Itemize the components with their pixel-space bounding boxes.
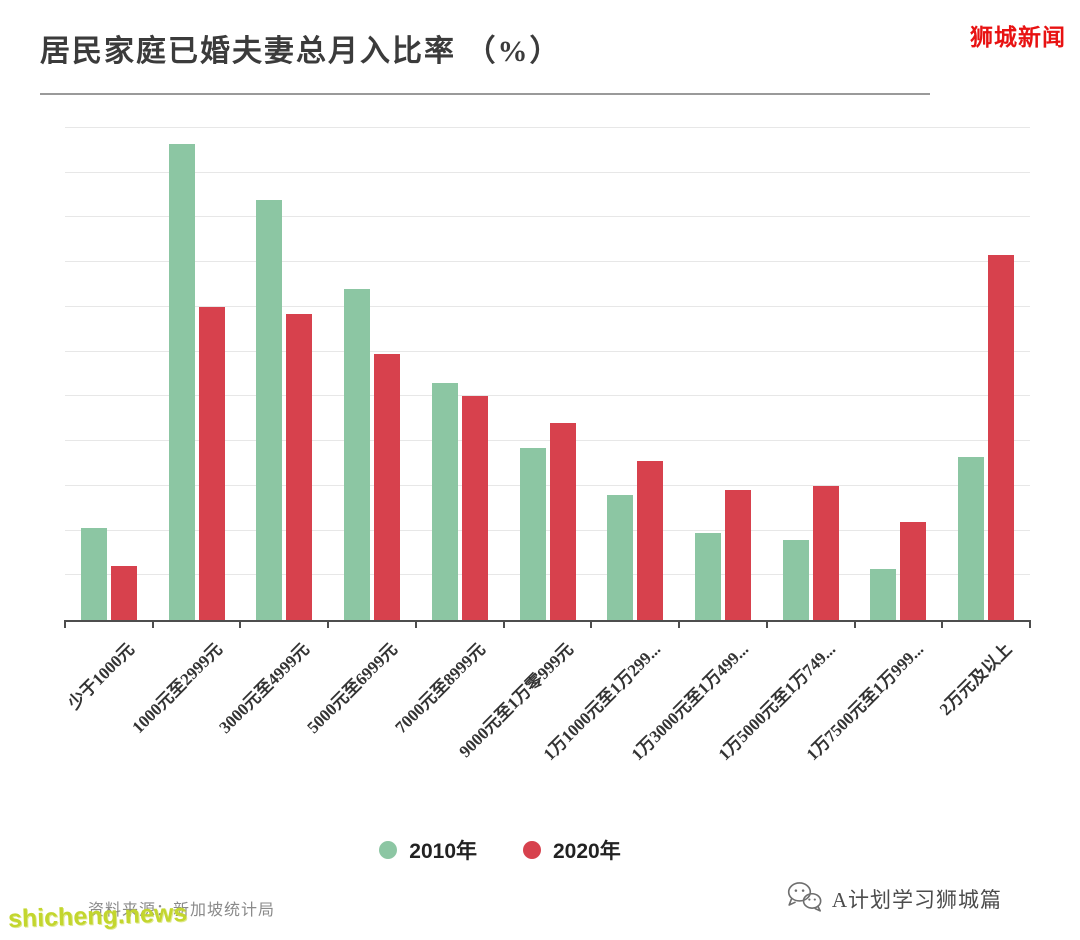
x-axis-label: 3000元至4999元 — [215, 639, 314, 738]
x-axis-tick — [414, 620, 417, 628]
x-axis-tick — [502, 620, 505, 628]
legend-label-2020: 2020年 — [553, 840, 621, 863]
gridline — [65, 305, 1030, 307]
bar-2020年 — [374, 353, 401, 620]
legend-item-2020: 2020年 — [523, 835, 621, 865]
gridline — [65, 171, 1030, 173]
bar-2020年 — [637, 461, 664, 620]
gridline — [65, 350, 1030, 352]
x-axis-label: 1000元至2999元 — [127, 639, 226, 738]
wechat-icon — [786, 880, 822, 917]
bar-2010年 — [344, 289, 371, 620]
gridline — [65, 395, 1030, 397]
x-axis-tick — [239, 620, 242, 628]
bar-2020年 — [812, 485, 839, 620]
bar-2020年 — [549, 423, 576, 620]
x-axis-label: 5000元至6999元 — [303, 639, 402, 738]
gridline — [65, 127, 1030, 128]
bar-2020年 — [198, 306, 225, 620]
bar-2020年 — [286, 313, 313, 620]
bar-2010年 — [80, 528, 107, 620]
x-axis-tick — [590, 620, 593, 628]
x-axis-label: 少于1000元 — [64, 639, 138, 714]
x-axis-label: 2万元及以上 — [935, 639, 1016, 720]
x-axis-tick — [1029, 620, 1031, 628]
x-axis-line — [65, 620, 1030, 622]
gridline — [65, 574, 1030, 576]
bar-2010年 — [519, 447, 546, 620]
plot-area: 少于1000元 1000元至2999元 3000元至4999元 5000元至6999元… — [64, 127, 1031, 764]
x-axis-tick — [327, 620, 330, 628]
legend-item-2010: 2010年 — [379, 835, 477, 865]
gridline — [65, 216, 1030, 218]
bar-2010年 — [870, 568, 897, 620]
legend-dot-2010-icon — [379, 841, 398, 859]
bar-2020年 — [461, 396, 488, 620]
bar-2010年 — [694, 532, 721, 620]
bar-2020年 — [724, 490, 751, 620]
watermark-shicheng-news-url: shicheng.news — [7, 898, 188, 934]
x-axis-tick — [765, 620, 768, 628]
title-divider — [40, 93, 930, 95]
watermark-shicheng-news-cn: 狮城新闻 — [970, 25, 1066, 50]
bar-2010年 — [607, 494, 634, 620]
gridline — [65, 529, 1030, 531]
x-axis-tick — [678, 620, 681, 628]
x-axis-tick — [941, 620, 944, 628]
chart-title: 居民家庭已婚夫妻总月入比率 （%） — [40, 35, 562, 68]
gridline — [65, 261, 1030, 263]
brand-footer: A计划学习狮城篇 — [786, 880, 1002, 917]
bar-2020年 — [900, 521, 927, 620]
x-axis-tick — [853, 620, 856, 628]
gridline — [65, 440, 1030, 442]
bar-2010年 — [782, 539, 809, 620]
x-axis-tick — [151, 620, 154, 628]
legend-dot-2020-icon — [523, 841, 541, 859]
bar-2020年 — [988, 255, 1015, 620]
bar-2010年 — [256, 199, 283, 620]
bar-2010年 — [168, 143, 195, 620]
data-source-note: 资料来源：新加坡统计局 — [88, 902, 276, 919]
bar-2010年 — [431, 382, 458, 620]
legend-label-2010: 2010年 — [409, 840, 477, 863]
bar-2010年 — [958, 456, 985, 620]
gridline — [65, 484, 1030, 486]
bar-2020年 — [110, 566, 137, 620]
x-axis-tick — [64, 620, 66, 628]
brand-name: A计划学习狮城篇 — [831, 887, 1002, 912]
legend: 2010年 2020年 — [40, 835, 960, 865]
